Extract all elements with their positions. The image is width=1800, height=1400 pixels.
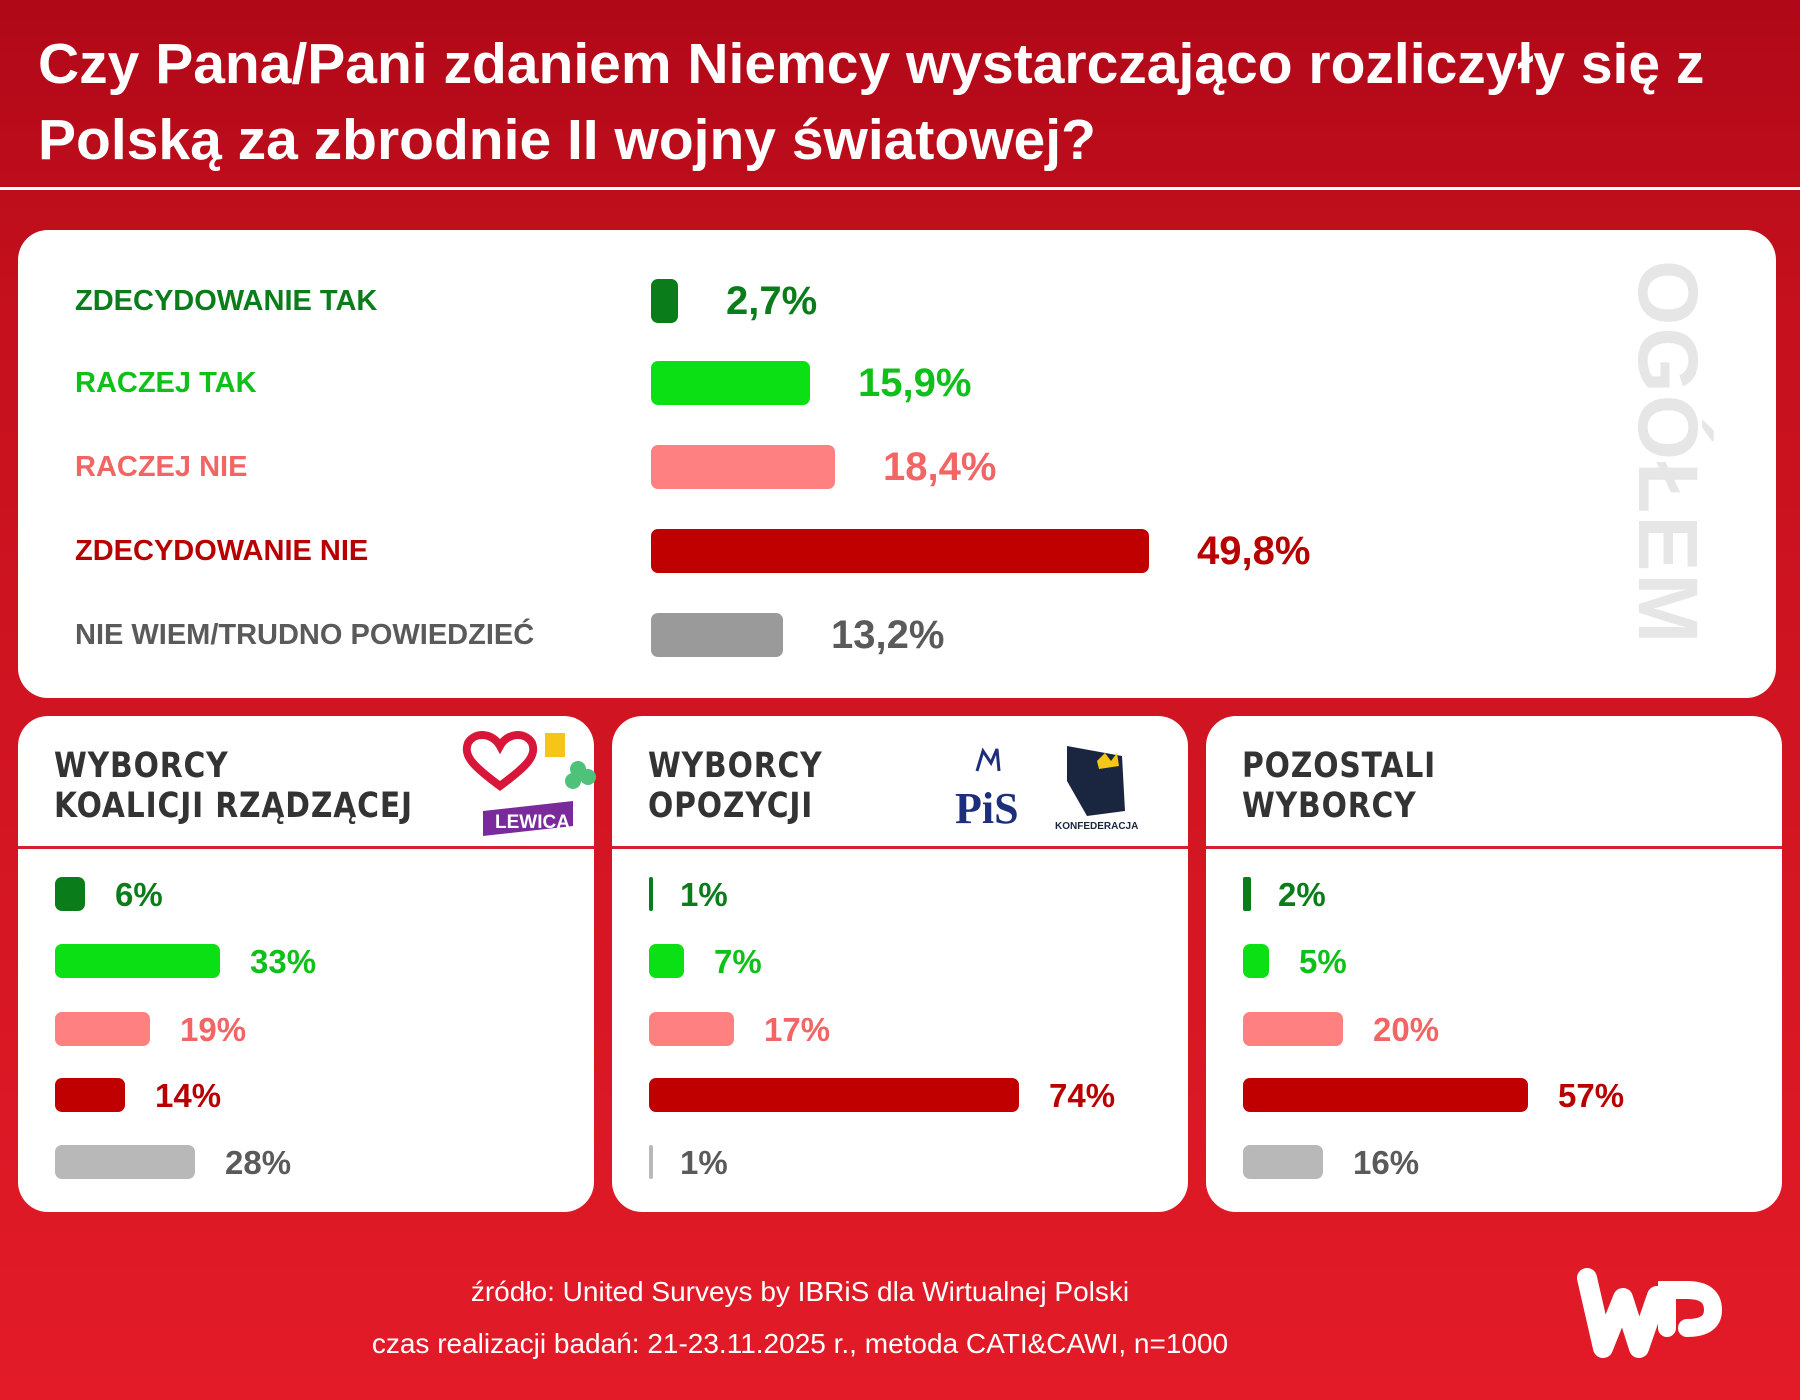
- bar: [651, 445, 835, 489]
- divider: [18, 846, 594, 849]
- bar: [1243, 877, 1251, 911]
- value-label: 57%: [1558, 1077, 1625, 1114]
- value-label: 2%: [1278, 876, 1326, 913]
- chart-title: Czy Pana/Pani zdaniem Niemcy wystarczają…: [38, 32, 1705, 172]
- bar: [1243, 1012, 1343, 1046]
- category-label: RACZEJ TAK: [75, 367, 257, 399]
- category-label: ZDECYDOWANIE NIE: [75, 535, 369, 567]
- bar: [651, 361, 810, 405]
- value-label: 33%: [250, 943, 317, 980]
- others-panel: POZOSTALI WYBORCY 2% 5% 20% 57% 16%: [1206, 716, 1782, 1212]
- bar: [1243, 1145, 1323, 1179]
- category-label: RACZEJ NIE: [75, 451, 248, 483]
- bar: [1243, 944, 1269, 978]
- divider: [612, 846, 1188, 849]
- value-label: 2,7%: [726, 279, 818, 323]
- bar: [55, 1078, 125, 1112]
- overall-panel: OGÓŁEM ZDECYDOWANIE TAK 2,7% RACZEJ TAK 15,…: [18, 230, 1776, 698]
- bar: [649, 1145, 653, 1179]
- divider: [1206, 846, 1782, 849]
- coalition-panel: WYBORCY KOALICJI RZĄDZĄCEJ LEWICA 6% 33% 19…: [18, 716, 596, 1212]
- panel-title: WYBORCY KOALICJI RZĄDZĄCEJ: [54, 746, 413, 826]
- bar: [55, 944, 220, 978]
- bar: [649, 877, 653, 911]
- value-label: 6%: [115, 876, 163, 913]
- coalition-logos-icon: LEWICA: [462, 731, 596, 836]
- bar: [1243, 1078, 1528, 1112]
- category-label: ZDECYDOWANIE TAK: [75, 285, 378, 317]
- value-label: 13,2%: [831, 613, 945, 657]
- overall-label: OGÓŁEM: [1621, 260, 1715, 646]
- source-text: źródło: United Surveys by IBRiS dla Wirt…: [470, 1276, 1130, 1307]
- bar: [55, 1145, 195, 1179]
- svg-text:PiS: PiS: [955, 784, 1019, 833]
- value-label: 5%: [1299, 943, 1347, 980]
- panel-title: WYBORCY OPOZYCJI: [648, 746, 823, 826]
- bar: [55, 877, 85, 911]
- value-label: 14%: [155, 1077, 222, 1114]
- divider: [0, 187, 1800, 190]
- value-label: 7%: [714, 943, 762, 980]
- value-label: 18,4%: [883, 445, 997, 489]
- panel-title: POZOSTALI WYBORCY: [1242, 746, 1437, 826]
- value-label: 16%: [1353, 1144, 1420, 1181]
- category-label: NIE WIEM/TRUDNO POWIEDZIEĆ: [75, 619, 535, 651]
- value-label: 20%: [1373, 1011, 1440, 1048]
- bar: [649, 1012, 734, 1046]
- value-label: 19%: [180, 1011, 247, 1048]
- method-text: czas realizacji badań: 21-23.11.2025 r.,…: [371, 1328, 1229, 1359]
- bar: [651, 279, 678, 323]
- svg-text:KONFEDERACJA: KONFEDERACJA: [1055, 821, 1138, 832]
- value-label: 1%: [680, 876, 728, 913]
- bar: [55, 1012, 150, 1046]
- value-label: 49,8%: [1197, 529, 1311, 573]
- value-label: 1%: [680, 1144, 728, 1181]
- value-label: 74%: [1049, 1077, 1116, 1114]
- opposition-logos-icon: PiS KONFEDERACJA: [955, 746, 1138, 833]
- svg-text:LEWICA: LEWICA: [495, 812, 570, 833]
- bar: [649, 1078, 1019, 1112]
- bar: [649, 944, 684, 978]
- wp-logo-icon: [1577, 1268, 1723, 1358]
- bar: [651, 613, 783, 657]
- value-label: 17%: [764, 1011, 831, 1048]
- value-label: 28%: [225, 1144, 292, 1181]
- opposition-panel: WYBORCY OPOZYCJI PiS KONFEDERACJA 1% 7% 17%…: [612, 716, 1188, 1212]
- value-label: 15,9%: [858, 361, 972, 405]
- bar: [651, 529, 1149, 573]
